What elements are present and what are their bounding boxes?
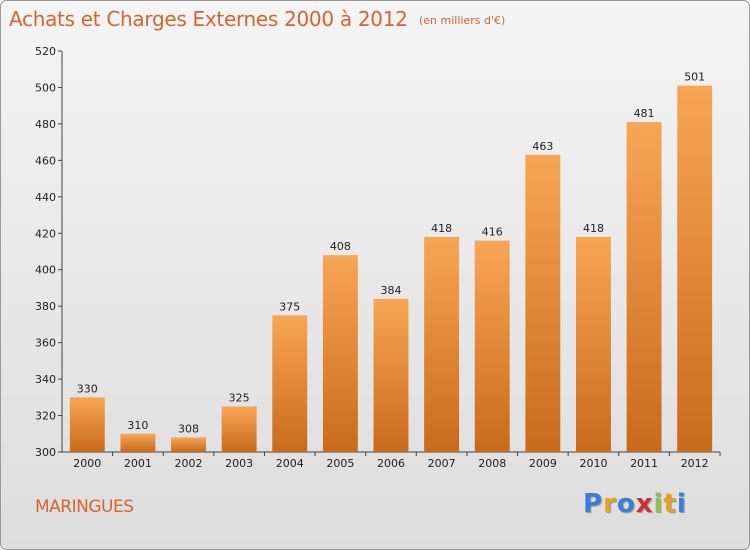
- bar-value-label: 463: [532, 140, 553, 153]
- y-tick-label: 440: [35, 191, 56, 204]
- logo-letter: i: [676, 489, 687, 519]
- x-tick-label: 2012: [681, 457, 709, 470]
- y-tick-label: 480: [35, 118, 56, 131]
- x-tick-label: 2006: [377, 457, 405, 470]
- bar-value-label: 310: [127, 419, 148, 432]
- bar-value-label: 375: [279, 300, 300, 313]
- bar: [272, 315, 308, 452]
- x-tick-label: 2007: [428, 457, 456, 470]
- y-tick-label: 320: [35, 410, 56, 423]
- bar: [120, 433, 156, 452]
- bar: [677, 85, 713, 452]
- bar: [474, 240, 510, 452]
- y-tick-label: 460: [35, 154, 56, 167]
- y-tick-label: 400: [35, 264, 56, 277]
- y-tick-label: 300: [35, 446, 56, 459]
- y-tick-label: 500: [35, 81, 56, 94]
- logo-letter: P: [583, 489, 604, 519]
- x-tick-label: 2003: [225, 457, 253, 470]
- bar: [221, 406, 257, 452]
- y-tick-label: 420: [35, 227, 56, 240]
- bar-value-label: 308: [178, 422, 199, 435]
- bar: [626, 122, 662, 452]
- bar-value-label: 501: [684, 71, 705, 84]
- x-tick-label: 2001: [124, 457, 152, 470]
- bar-value-label: 325: [229, 391, 250, 404]
- chart-title: Achats et Charges Externes 2000 à 2012: [9, 7, 408, 31]
- bar: [171, 437, 207, 452]
- bar-value-label: 408: [330, 240, 351, 253]
- commune-name: MARINGUES: [35, 497, 134, 517]
- bar: [575, 236, 611, 452]
- x-tick-label: 2000: [73, 457, 101, 470]
- x-tick-label: 2002: [175, 457, 203, 470]
- bar: [525, 154, 561, 453]
- proxiti-logo: Proxiti: [583, 489, 687, 519]
- y-tick-label: 380: [35, 300, 56, 313]
- bar-value-label: 416: [482, 226, 503, 239]
- x-tick-label: 2009: [529, 457, 557, 470]
- logo-letter: t: [663, 489, 677, 519]
- bar: [69, 397, 105, 452]
- x-tick-label: 2010: [579, 457, 607, 470]
- logo-letter: x: [635, 489, 654, 519]
- y-tick-label: 520: [35, 45, 56, 58]
- y-tick-label: 340: [35, 373, 56, 386]
- bar-value-label: 418: [583, 222, 604, 235]
- bar-value-label: 384: [381, 284, 402, 297]
- bar: [322, 255, 358, 452]
- bar-value-label: 330: [77, 382, 98, 395]
- x-tick-label: 2008: [478, 457, 506, 470]
- y-tick-label: 360: [35, 337, 56, 350]
- x-tick-label: 2004: [276, 457, 304, 470]
- chart-unit: (en milliers d'€): [419, 14, 506, 27]
- logo-letter: i: [653, 489, 664, 519]
- bar-value-label: 418: [431, 222, 452, 235]
- x-tick-label: 2005: [326, 457, 354, 470]
- logo-letter: r: [603, 489, 617, 519]
- bar: [373, 298, 409, 452]
- bar: [424, 236, 460, 452]
- bar-value-label: 481: [634, 107, 655, 120]
- x-tick-label: 2011: [630, 457, 658, 470]
- logo-letter: o: [616, 489, 636, 519]
